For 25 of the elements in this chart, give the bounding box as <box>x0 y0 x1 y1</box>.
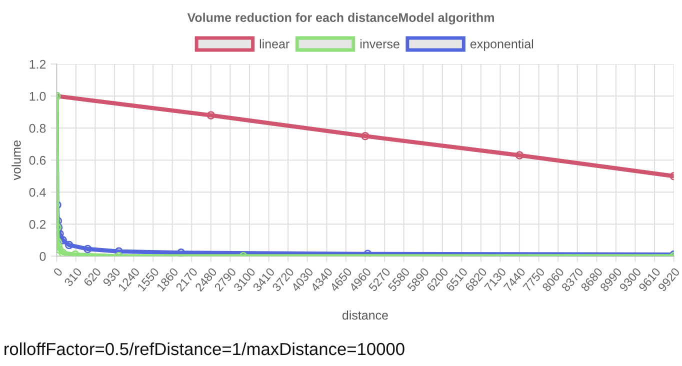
y-axis-title: volume <box>12 140 21 180</box>
legend-label: linear <box>260 39 290 48</box>
x-tick-label: 0 <box>52 267 63 277</box>
point <box>56 242 63 251</box>
chart-title: Volume reduction for each distanceModel algorithm <box>187 12 494 25</box>
point <box>58 236 67 244</box>
point <box>515 151 524 160</box>
x-axis-title: distance <box>342 310 388 320</box>
x-tick-label: 310 <box>64 267 82 287</box>
legend-label: exponential <box>470 39 534 51</box>
y-tick-label: 1.2 <box>30 60 46 69</box>
point <box>56 246 64 254</box>
point <box>361 132 370 140</box>
y-tick-label: 0.4 <box>29 188 46 197</box>
point <box>64 240 74 250</box>
text: rolloffFactor=0.5/refDistance=1/maxDistance=10000 <box>4 342 404 356</box>
y-tick-label: 0.6 <box>29 156 46 165</box>
y-tick-label: 0 <box>40 252 46 261</box>
x-tick-label: 620 <box>83 267 102 287</box>
point <box>84 244 92 254</box>
y-tick-label: 1.0 <box>30 92 46 101</box>
y-tick-label: 0.2 <box>29 220 46 229</box>
y-tick-label: 0.8 <box>29 124 46 133</box>
point <box>206 111 216 120</box>
legend-label: inverse <box>360 39 400 48</box>
